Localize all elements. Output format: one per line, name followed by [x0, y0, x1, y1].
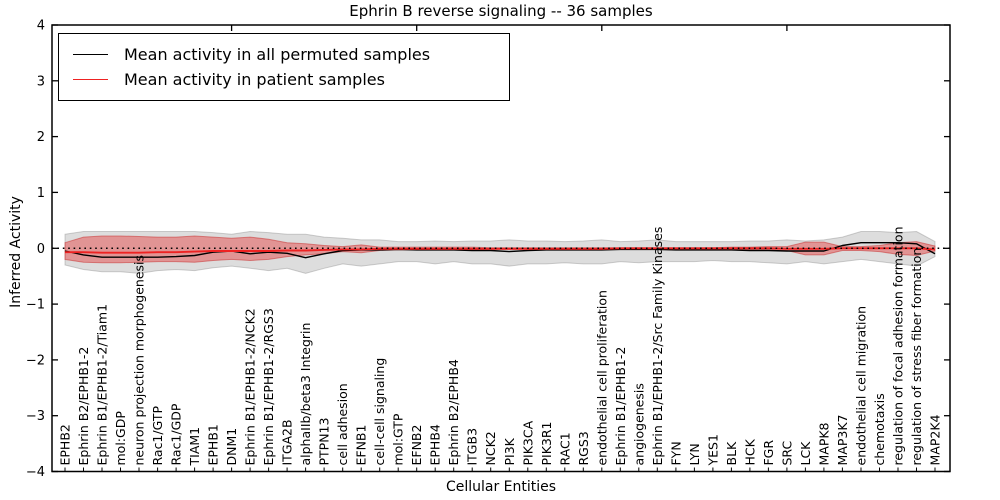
svg-text:Ephrin B1/EPHB1-2/NCK2: Ephrin B1/EPHB1-2/NCK2: [243, 308, 258, 465]
svg-text:Ephrin B2/EPHB4: Ephrin B2/EPHB4: [446, 359, 461, 465]
svg-text:1: 1: [37, 186, 45, 201]
svg-text:EFNB2: EFNB2: [409, 425, 424, 466]
svg-text:NCK2: NCK2: [483, 431, 498, 465]
svg-text:ITGB3: ITGB3: [465, 428, 480, 466]
svg-text:PI3K: PI3K: [502, 437, 517, 465]
svg-text:angiogenesis: angiogenesis: [631, 383, 646, 465]
legend: Mean activity in all permuted samples Me…: [58, 33, 510, 101]
svg-text:EPHB1: EPHB1: [206, 424, 221, 465]
svg-text:mol:GDP: mol:GDP: [113, 411, 128, 466]
svg-text:FYN: FYN: [668, 441, 683, 465]
svg-text:FGR: FGR: [761, 440, 776, 466]
svg-text:4: 4: [37, 19, 45, 34]
svg-text:LYN: LYN: [687, 443, 702, 465]
svg-text:Ephrin B1/EPHB1-2: Ephrin B1/EPHB1-2: [613, 347, 628, 466]
svg-text:PTPN13: PTPN13: [317, 418, 332, 466]
svg-text:2: 2: [37, 130, 45, 145]
svg-text:RGS3: RGS3: [576, 431, 591, 465]
patient-line-sample-icon: [73, 79, 108, 80]
legend-label-patient: Mean activity in patient samples: [124, 70, 385, 89]
svg-text:regulation of focal adhesion f: regulation of focal adhesion formation: [891, 227, 906, 466]
svg-text:EPHB4: EPHB4: [428, 424, 443, 465]
svg-text:chemotaxis: chemotaxis: [872, 393, 887, 465]
svg-text:−3: −3: [26, 409, 45, 424]
x-axis-label: Cellular Entities: [445, 479, 557, 495]
legend-item-patient: Mean activity in patient samples: [73, 67, 497, 92]
svg-text:cell adhesion: cell adhesion: [335, 383, 350, 465]
svg-text:MAPK8: MAPK8: [816, 422, 831, 465]
svg-text:Ephrin B1/EPHB1-2/RGS3: Ephrin B1/EPHB1-2/RGS3: [261, 308, 276, 465]
svg-text:−4: −4: [26, 465, 45, 480]
svg-text:endothelial cell proliferation: endothelial cell proliferation: [594, 290, 609, 465]
permuted-line-sample-icon: [73, 54, 108, 55]
svg-text:3: 3: [37, 74, 45, 89]
svg-text:neuron projection morphogenesi: neuron projection morphogenesis: [132, 255, 147, 466]
svg-text:Rac1/GDP: Rac1/GDP: [169, 403, 184, 465]
svg-text:alphaIIb/beta3 Integrin: alphaIIb/beta3 Integrin: [298, 323, 313, 466]
svg-text:HCK: HCK: [742, 438, 757, 465]
svg-text:Rac1/GTP: Rac1/GTP: [150, 406, 165, 466]
svg-text:Ephrin B1/EPHB1-2/Tiam1: Ephrin B1/EPHB1-2/Tiam1: [95, 304, 110, 466]
svg-text:PIK3R1: PIK3R1: [539, 421, 554, 465]
svg-text:PIK3CA: PIK3CA: [520, 420, 535, 465]
svg-text:SRC: SRC: [779, 441, 794, 466]
svg-text:RAC1: RAC1: [557, 432, 572, 465]
svg-text:−1: −1: [26, 298, 45, 313]
legend-item-permuted: Mean activity in all permuted samples: [73, 42, 497, 67]
svg-text:TIAM1: TIAM1: [187, 427, 202, 467]
svg-text:endothelial cell migration: endothelial cell migration: [854, 306, 869, 466]
svg-text:Ephrin B1/EPHB1-2/Src Family K: Ephrin B1/EPHB1-2/Src Family Kinases: [650, 227, 665, 466]
svg-text:Ephrin B2/EPHB1-2: Ephrin B2/EPHB1-2: [76, 347, 91, 466]
svg-text:0: 0: [37, 242, 45, 257]
svg-text:YES1: YES1: [705, 434, 720, 466]
svg-text:MAP3K7: MAP3K7: [835, 415, 850, 466]
chart-title: Ephrin B reverse signaling -- 36 samples: [349, 2, 653, 20]
svg-text:EPHB2: EPHB2: [58, 424, 73, 465]
svg-text:mol:GTP: mol:GTP: [391, 413, 406, 465]
svg-text:LCK: LCK: [798, 441, 813, 466]
svg-text:cell-cell signaling: cell-cell signaling: [372, 358, 387, 466]
svg-text:BLK: BLK: [724, 441, 739, 466]
svg-text:DNM1: DNM1: [224, 428, 239, 466]
svg-text:ITGA2B: ITGA2B: [280, 419, 295, 465]
svg-text:regulation of stress fiber for: regulation of stress fiber formation: [909, 248, 924, 466]
y-axis-label: Inferred Activity: [8, 196, 24, 308]
svg-text:−2: −2: [26, 353, 45, 368]
legend-label-permuted: Mean activity in all permuted samples: [124, 45, 431, 64]
svg-text:EFNB1: EFNB1: [354, 425, 369, 466]
svg-text:MAP2K4: MAP2K4: [928, 414, 943, 465]
